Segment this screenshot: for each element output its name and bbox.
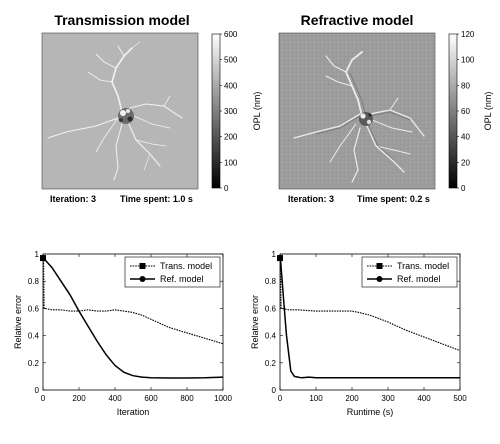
transmission-colorbar-label: OPL (nm)	[252, 92, 262, 131]
legend-marker-circle	[376, 276, 383, 282]
y-tick-label: 0.4	[265, 332, 277, 341]
legend-box	[124, 256, 221, 288]
x-tick-label: 100	[309, 394, 323, 403]
y-tick-label: 0.8	[265, 277, 277, 286]
legend-label: Trans. model	[160, 261, 212, 271]
legend-marker-square	[376, 263, 383, 269]
transmission-colorbar-ticks: 0 100 200 300 400 500 600	[220, 30, 238, 193]
colorbar-tick-label: 0	[224, 184, 229, 193]
transmission-time: Time spent: 1.0 s	[120, 194, 193, 204]
colorbar-tick-label: 60	[461, 107, 470, 116]
x-tick-label: 0	[41, 394, 46, 403]
refractive-colorbar-ticks: 0 20 40 60 80 100 120	[457, 30, 475, 193]
colorbar-tick-label: 300	[224, 107, 238, 116]
colorbar-tick-label: 400	[224, 81, 238, 90]
refractive-soma	[359, 112, 373, 126]
y-tick-label: 0.6	[265, 304, 277, 313]
refractive-neuron-halo	[315, 72, 411, 161]
y-tick-label: 0.2	[265, 359, 277, 368]
colorbar-tick-label: 100	[224, 158, 238, 167]
x-tick-label: 800	[180, 394, 194, 403]
legend-box	[361, 256, 458, 288]
series-marker-circle	[277, 255, 283, 262]
legend: Trans. model Ref. model	[124, 256, 221, 288]
x-tick-label: 200	[345, 394, 359, 403]
x-tick-label: 1000	[214, 394, 232, 403]
x-axis-label: Iteration	[117, 407, 150, 417]
colorbar-tick-label: 200	[224, 133, 238, 142]
legend-marker-circle	[139, 276, 146, 282]
y-axis-label: Relative error	[250, 295, 260, 349]
y-tick-label: 0.2	[28, 359, 40, 368]
series-line-trans-model	[42, 257, 224, 345]
x-tick-label: 400	[417, 394, 431, 403]
y-tick-label: 0.6	[28, 304, 40, 313]
refractive-colorbar-label: OPL (nm)	[483, 92, 493, 131]
series-line-ref-model	[42, 257, 224, 379]
colorbar-tick-label: 20	[461, 158, 470, 167]
legend-label: Ref. model	[160, 274, 204, 284]
refractive-colorbar	[448, 33, 458, 189]
refractive-neuron	[293, 51, 425, 183]
legend-marker-square	[139, 263, 146, 269]
refractive-time: Time spent: 0.2 s	[357, 194, 430, 204]
colorbar-tick-label: 500	[224, 56, 238, 65]
colorbar-tick-label: 100	[461, 56, 475, 65]
colorbar-tick-label: 40	[461, 133, 470, 142]
legend-label: Ref. model	[397, 274, 441, 284]
x-tick-label: 600	[144, 394, 158, 403]
x-axis-label: Runtime (s)	[347, 407, 394, 417]
legend-label: Trans. model	[397, 261, 449, 271]
x-tick-label: 0	[278, 394, 283, 403]
colorbar-tick-label: 0	[461, 184, 466, 193]
colorbar-tick-label: 80	[461, 81, 470, 90]
transmission-title: Transmission model	[54, 12, 189, 28]
y-tick-label: 0	[35, 386, 40, 395]
transmission-colorbar	[211, 33, 221, 189]
series-line-trans-model	[279, 257, 461, 352]
colorbar-tick-label: 600	[224, 30, 238, 39]
y-tick-label: 1	[272, 250, 277, 259]
chart-iteration: 0 200 400 600 800 1000 0 0.2 0.4 0.6 0.8 1 Iteration…	[13, 250, 232, 417]
transmission-iteration: Iteration: 3	[50, 194, 96, 204]
refractive-iteration: Iteration: 3	[288, 194, 334, 204]
x-tick-label: 400	[108, 394, 122, 403]
x-tick-label: 500	[453, 394, 467, 403]
colorbar-tick-label: 120	[461, 30, 475, 39]
legend: Trans. model Ref. model	[361, 256, 458, 288]
y-tick-label: 0.4	[28, 332, 40, 341]
refractive-panel: Refractive model 0	[278, 12, 493, 204]
y-tick-label: 1	[35, 250, 40, 259]
refractive-title: Refractive model	[301, 12, 414, 28]
series-line-ref-model	[279, 257, 460, 379]
transmission-soma	[118, 108, 134, 124]
chart-runtime: 0 100 200 300 400 500 0 0.2 0.4 0.6 0.8 1 Runtime (s…	[250, 250, 467, 417]
x-tick-label: 300	[381, 394, 395, 403]
y-tick-label: 0.8	[28, 277, 40, 286]
transmission-neuron	[47, 41, 183, 181]
y-axis-label: Relative error	[13, 295, 23, 349]
series-marker-circle	[40, 255, 46, 262]
x-tick-label: 200	[72, 394, 86, 403]
y-tick-label: 0	[272, 386, 277, 395]
